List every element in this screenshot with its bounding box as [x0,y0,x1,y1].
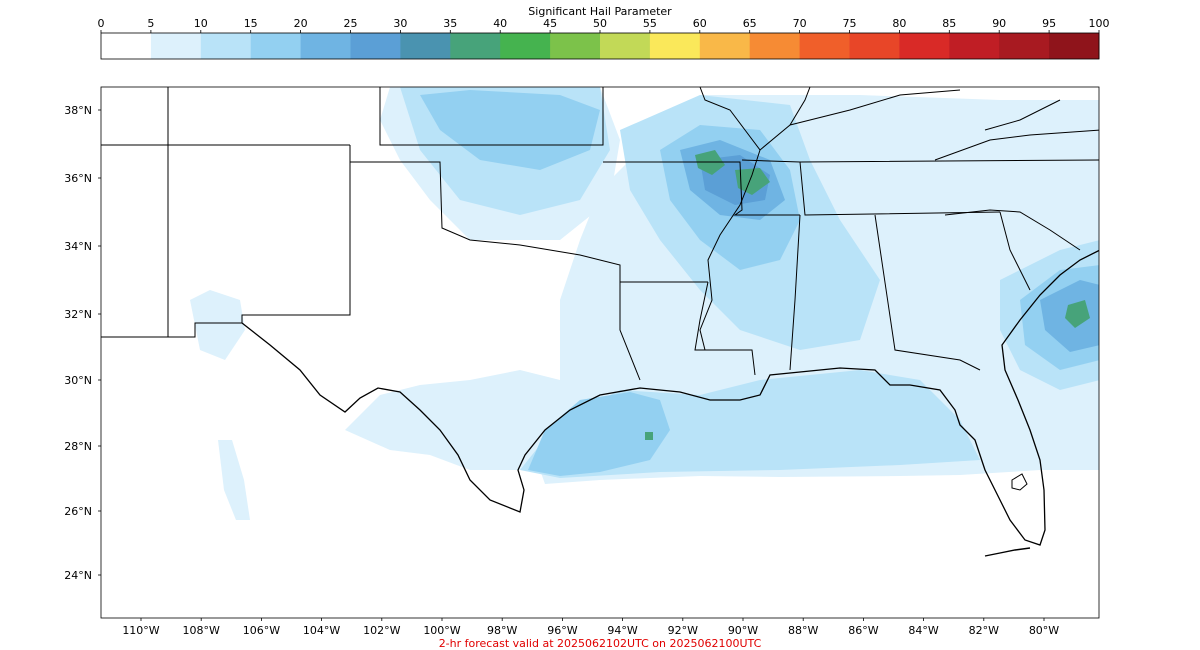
colorbar-tick-label: 40 [493,17,507,30]
latitude-axis: 38°N 36°N 34°N 32°N 30°N 28°N 26°N 24°N [64,104,101,582]
colorbar-swatch [600,33,651,59]
river-ohio [759,87,961,151]
field-green-gulf-dot [645,432,653,440]
colorbar-tick-label: 20 [294,17,308,30]
field-green-se [1065,300,1090,328]
longitude-label: 92°W [668,624,698,637]
latitude-label: 28°N [64,440,92,453]
colorbar-swatch [150,33,202,59]
colorbar-tick-label: 35 [443,17,457,30]
longitude-axis: 110°W 108°W 106°W 104°W 102°W 100°W 98°W 96°W 94… [122,618,1059,637]
colorbar-tick-label: 70 [793,17,807,30]
field-green-delta-2 [735,168,770,195]
colorbar-swatch [699,33,751,59]
colorbar-tick-label: 10 [194,17,208,30]
colorbar-swatch [1049,33,1100,59]
longitude-label: 104°W [303,624,340,637]
map-panel: 38°N 36°N 34°N 32°N 30°N 28°N 26°N 24°N 110°W 10… [64,86,1100,637]
colorbar-title: Significant Hail Parameter [528,5,672,18]
colorbar-swatch [500,33,551,59]
field-blue-tx-coast [528,392,670,476]
longitude-label: 94°W [607,624,637,637]
longitude-label: 82°W [969,624,999,637]
colorbar-swatch [450,33,501,59]
state-boundary-tx-nm [241,162,351,323]
colorbar-swatch [849,33,900,59]
colorbar-tick-label: 75 [843,17,857,30]
colorbar-tick-label: 5 [147,17,154,30]
colorbar-tick-label: 80 [892,17,906,30]
longitude-label: 90°W [728,624,758,637]
field-light-coast-tx [345,370,560,470]
colorbar: Significant Hail Parameter 0 5 10 15 20 25 30 3… [98,5,1110,60]
colorbar-swatch [200,33,252,59]
colorbar-swatches [101,33,1100,59]
lake-okeechobee [1011,473,1028,491]
colorbar-tick-label: 95 [1042,17,1056,30]
colorbar-swatch [949,33,1000,59]
state-boundary-ms-al [789,214,981,371]
latitude-label: 30°N [64,374,92,387]
coastline [241,249,1099,546]
map-frame [100,86,1100,619]
longitude-label: 110°W [122,624,159,637]
colorbar-swatch [101,33,152,59]
colorbar-tick-label: 100 [1089,17,1110,30]
river-mississippi [699,87,761,351]
longitude-label: 102°W [363,624,400,637]
state-boundary-ga-sc [944,209,1081,291]
colorbar-swatch [899,33,950,59]
state-boundary-panhandle [349,87,708,283]
longitude-label: 106°W [243,624,280,637]
colorbar-tick-label: 25 [344,17,358,30]
field-light-sw-patch [218,440,250,520]
longitude-label: 86°W [848,624,878,637]
longitude-label: 100°W [423,624,460,637]
longitude-label: 108°W [183,624,220,637]
colorbar-tick-label: 0 [98,17,105,30]
colorbar-tick-label: 60 [693,17,707,30]
field-light-west-patch [190,290,245,360]
colorbar-swatch [300,33,351,59]
colorbar-tick-label: 85 [942,17,956,30]
colorbar-tick-label: 15 [244,17,258,30]
boundary-lines [101,87,1099,381]
latitude-label: 36°N [64,172,92,185]
florida-keys [984,547,1031,557]
colorbar-tick-label: 90 [992,17,1006,30]
colorbar-tick-label: 55 [643,17,657,30]
longitude-label: 84°W [908,624,938,637]
colorbar-swatch [350,33,401,59]
latitude-label: 24°N [64,569,92,582]
latitude-label: 32°N [64,308,92,321]
colorbar-swatch [550,33,601,59]
longitude-label: 80°W [1029,624,1059,637]
latitude-label: 34°N [64,240,92,253]
longitude-label: 98°W [487,624,517,637]
latitude-label: 26°N [64,505,92,518]
colorbar-tick-labels: 0 5 10 15 20 25 30 35 40 45 50 55 60 65 70 75 80 85 90 95 10… [98,17,1110,33]
forecast-caption: 2-hr forecast valid at 2025062102UTC on … [439,637,762,650]
colorbar-swatch [749,33,801,59]
colorbar-tick-label: 65 [743,17,757,30]
latitude-label: 38°N [64,104,92,117]
colorbar-swatch [799,33,850,59]
colorbar-swatch [400,33,451,59]
longitude-label: 88°W [788,624,818,637]
colorbar-frame [100,32,1100,60]
colorbar-tick-label: 50 [593,17,607,30]
colorbar-swatch [250,33,302,59]
colorbar-tick-label: 45 [543,17,557,30]
longitude-label: 96°W [547,624,577,637]
state-boundary-tn-ky [741,159,1099,216]
colorbar-swatch [999,33,1050,59]
state-boundary-ar-la [603,161,800,381]
state-boundary-four-corners [101,87,350,338]
hail-parameter-field [190,87,1099,520]
state-boundary-nc-va [934,99,1099,161]
field-blue-north [420,90,600,170]
colorbar-swatch [649,33,701,59]
colorbar-tick-label: 30 [393,17,407,30]
